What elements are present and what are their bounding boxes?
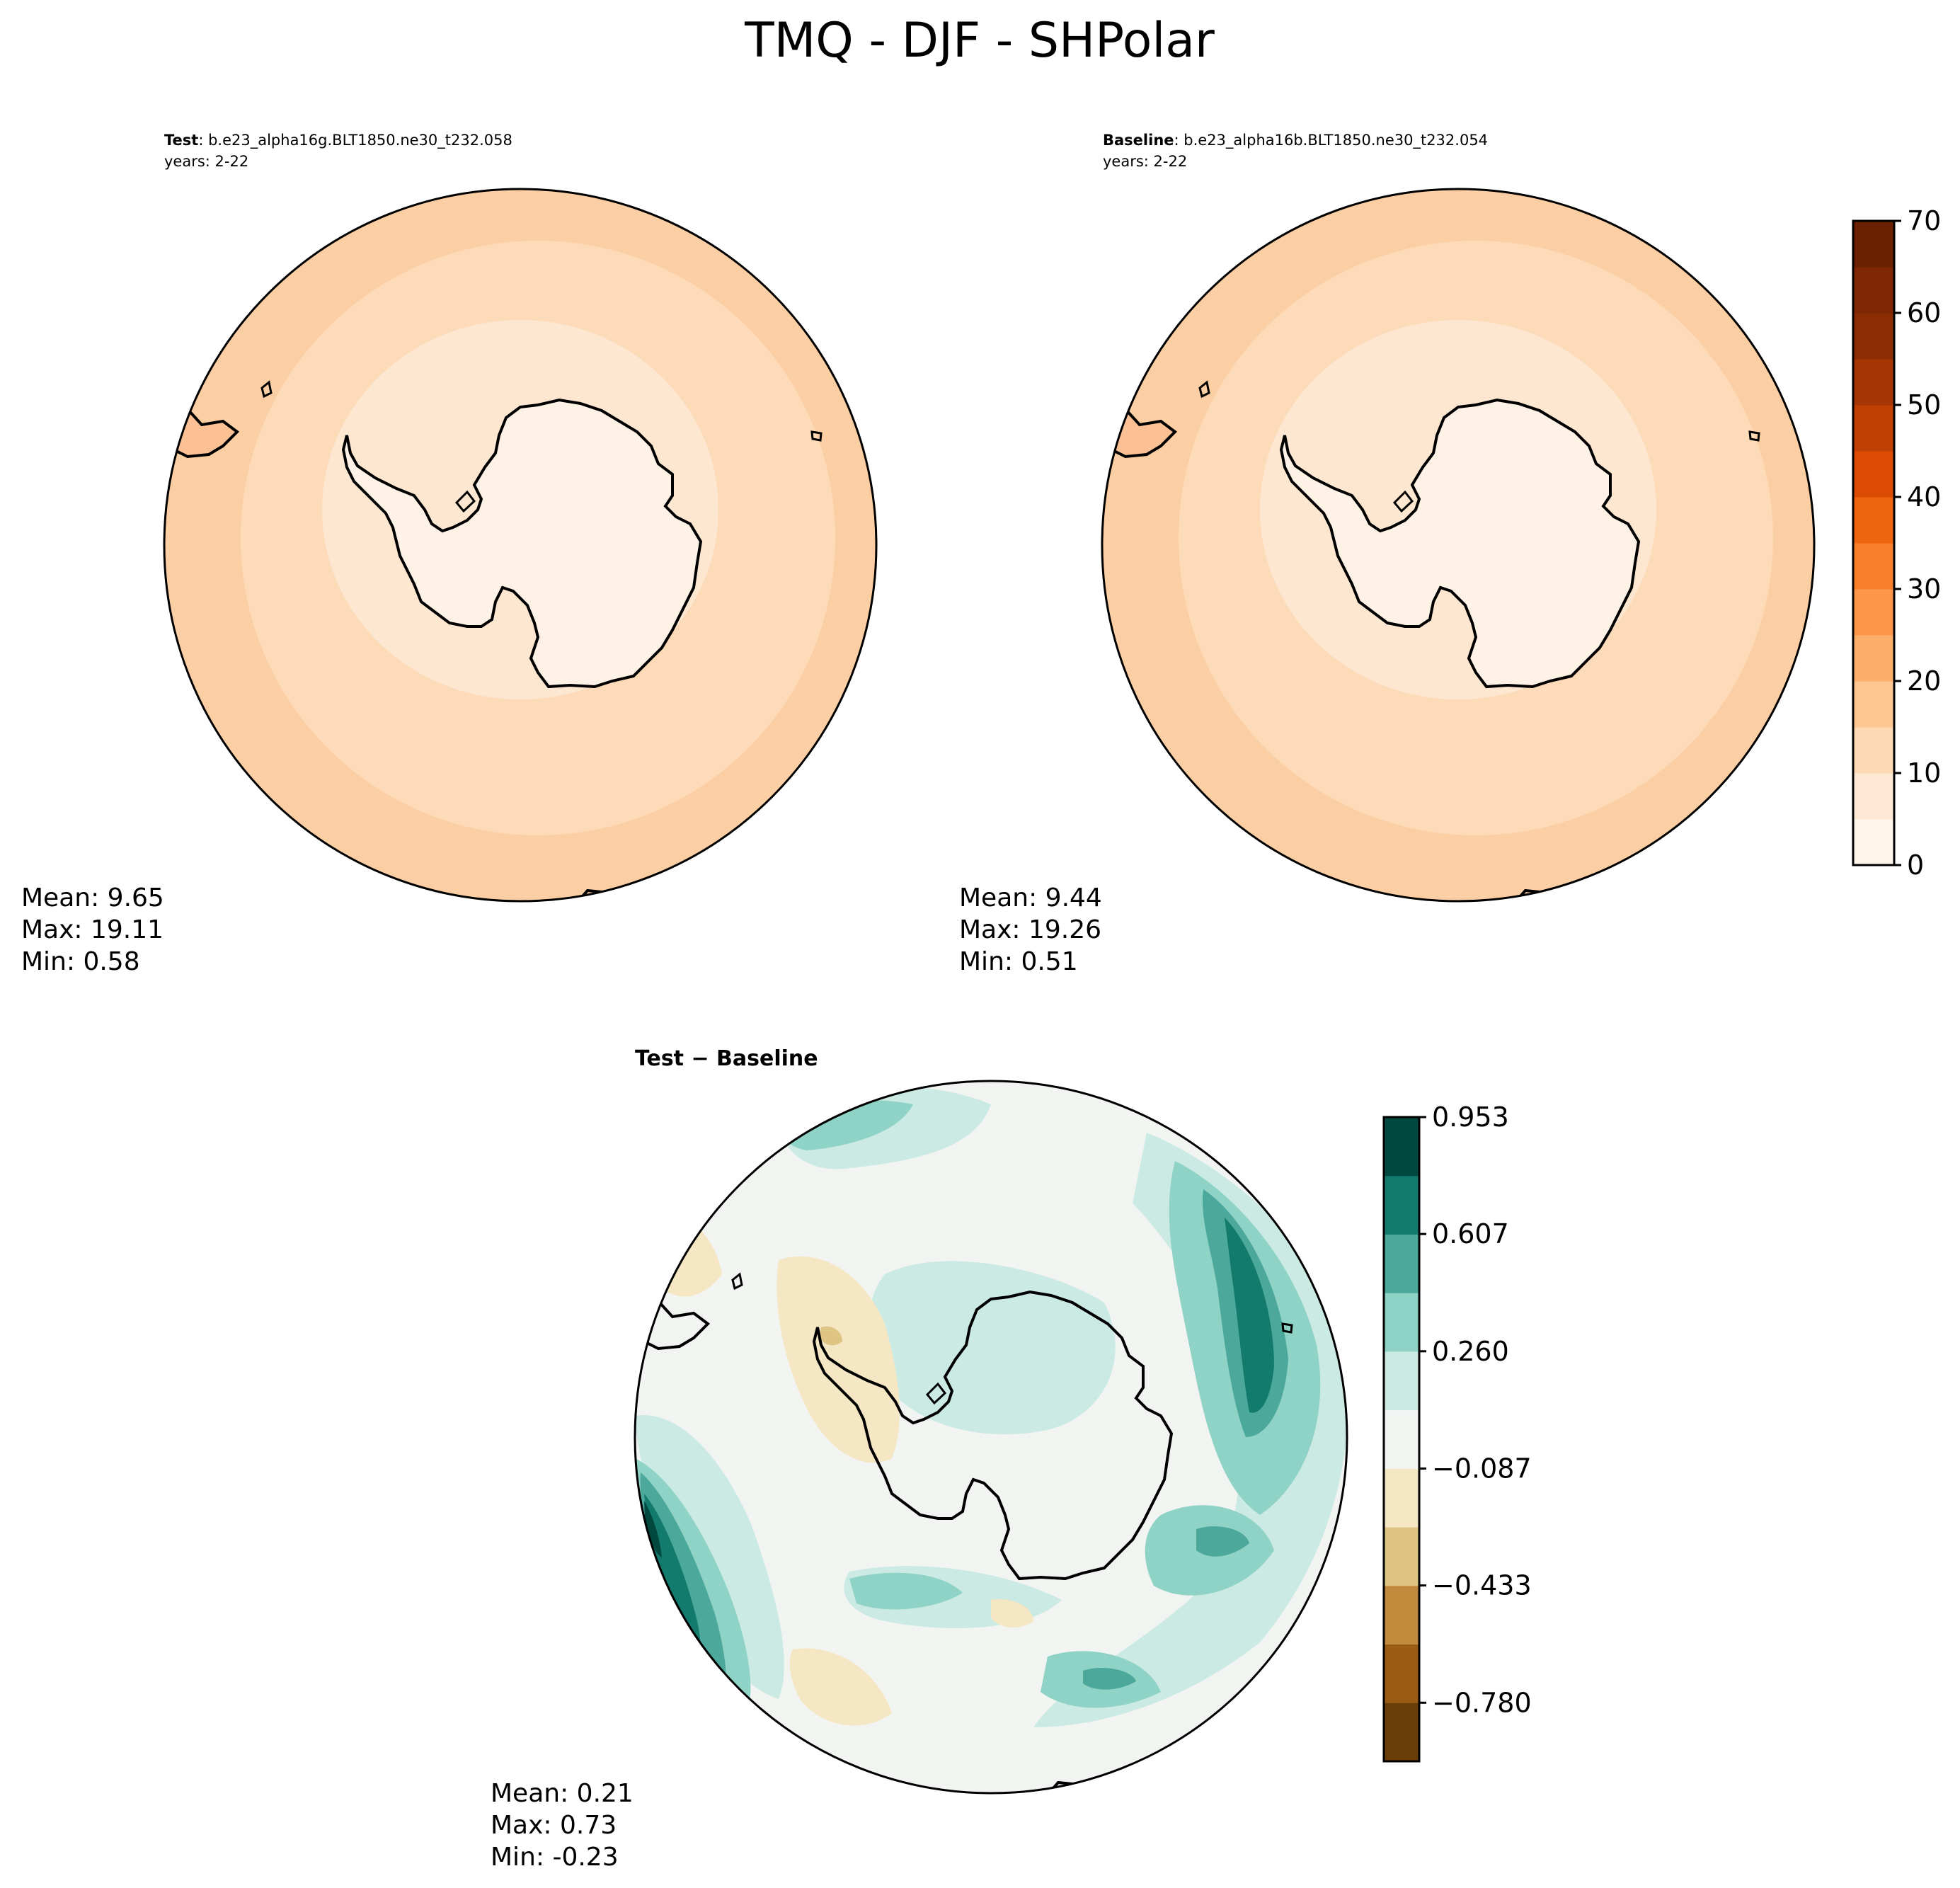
main-colorbar-tick-label: 40 xyxy=(1907,481,1941,513)
test-case-label: Test: b.e23_alpha16g.BLT1850.ne30_t232.0… xyxy=(164,132,512,149)
diff-colorbar-segment xyxy=(1384,1351,1419,1411)
test-max: Max: 19.11 xyxy=(21,915,164,944)
main-colorbar-segment xyxy=(1853,589,1894,636)
baseline-max: Max: 19.26 xyxy=(959,915,1101,944)
diff-colorbar-tick-label: −0.780 xyxy=(1432,1687,1532,1718)
diff-mean: Mean: 0.21 xyxy=(491,1779,634,1808)
main-colorbar-tick-label: 50 xyxy=(1907,389,1941,420)
main-colorbar-segment xyxy=(1853,773,1894,820)
diff-colorbar-outline xyxy=(1382,1116,1421,1763)
main-colorbar-segment xyxy=(1853,313,1894,360)
main-colorbar-tick-label: 10 xyxy=(1907,757,1941,789)
diff-min: Min: -0.23 xyxy=(491,1843,619,1872)
baseline-map-border xyxy=(1101,188,1816,903)
baseline-years: years: 2-22 xyxy=(1103,153,1187,170)
diff-colorbar-tick-label: 0.953 xyxy=(1432,1102,1509,1133)
baseline-case-name: : b.e23_alpha16b.BLT1850.ne30_t232.054 xyxy=(1174,132,1489,149)
baseline-label: Baseline xyxy=(1103,132,1174,149)
test-map-border xyxy=(163,188,878,903)
test-years: years: 2-22 xyxy=(164,153,248,170)
diff-colorbar-segment xyxy=(1384,1644,1419,1703)
diff-colorbar-segment xyxy=(1384,1585,1419,1645)
baseline-case-label: Baseline: b.e23_alpha16b.BLT1850.ne30_t2… xyxy=(1103,132,1488,149)
main-colorbar-tick-label: 60 xyxy=(1907,297,1941,328)
diff-colorbar-tick-label: 0.260 xyxy=(1432,1336,1509,1367)
diff-title: Test − Baseline xyxy=(635,1046,818,1071)
test-panel: Test: b.e23_alpha16g.BLT1850.ne30_t232.0… xyxy=(21,132,878,976)
test-min: Min: 0.58 xyxy=(21,947,140,976)
main-colorbar-segment xyxy=(1853,359,1894,406)
main-colorbar-segment xyxy=(1853,635,1894,682)
diff-panel: Test − Baseline xyxy=(491,1046,1348,1872)
main-colorbar-segment xyxy=(1853,405,1894,452)
diff-colorbar: 0.953 0.607 0.260 −0.087 −0.433 −0.780 xyxy=(1382,1102,1532,1763)
main-colorbar-segment xyxy=(1853,819,1894,866)
diff-colorbar-tick-label: −0.433 xyxy=(1432,1570,1532,1601)
figure-title: TMQ - DJF - SHPolar xyxy=(744,13,1215,69)
main-colorbar-outline xyxy=(1852,219,1896,866)
diff-colorbar-segment xyxy=(1384,1468,1419,1528)
baseline-panel: Baseline: b.e23_alpha16b.BLT1850.ne30_t2… xyxy=(959,132,1816,976)
main-colorbar-segment xyxy=(1853,727,1894,774)
main-colorbar-segment xyxy=(1853,221,1894,268)
diff-colorbar-segment xyxy=(1384,1409,1419,1469)
test-mean: Mean: 9.65 xyxy=(21,883,164,912)
diff-colorbar-segment xyxy=(1384,1703,1419,1762)
diff-colorbar-segment xyxy=(1384,1293,1419,1352)
diff-colorbar-segment xyxy=(1384,1234,1419,1293)
main-colorbar-segment xyxy=(1853,497,1894,544)
main-colorbar-tick-label: 0 xyxy=(1907,849,1924,881)
diff-map xyxy=(635,1081,1347,1793)
diff-colorbar-segment xyxy=(1384,1527,1419,1586)
main-colorbar-segment xyxy=(1853,267,1894,314)
test-map xyxy=(164,189,876,901)
main-colorbar-segment xyxy=(1853,451,1894,498)
diff-max: Max: 0.73 xyxy=(491,1811,617,1840)
baseline-mean: Mean: 9.44 xyxy=(959,883,1102,912)
baseline-min: Min: 0.51 xyxy=(959,947,1078,976)
diff-colorbar-segment xyxy=(1384,1175,1419,1235)
main-colorbar-tick-label: 30 xyxy=(1907,573,1941,605)
diff-map-border xyxy=(634,1080,1348,1795)
main-colorbar-segment xyxy=(1853,543,1894,590)
diff-colorbar-segment xyxy=(1384,1117,1419,1177)
main-colorbar-segment xyxy=(1853,681,1894,728)
test-case-name: : b.e23_alpha16g.BLT1850.ne30_t232.058 xyxy=(198,132,512,149)
diff-colorbar-tick-label: 0.607 xyxy=(1432,1218,1509,1249)
main-colorbar-tick-label: 70 xyxy=(1907,205,1941,236)
main-colorbar-tick-label: 20 xyxy=(1907,665,1941,697)
baseline-map xyxy=(1102,189,1814,901)
diff-colorbar-tick-label: −0.087 xyxy=(1432,1453,1532,1484)
test-label: Test xyxy=(164,132,198,149)
main-colorbar: 0 10 20 30 40 50 60 70 xyxy=(1852,205,1941,881)
